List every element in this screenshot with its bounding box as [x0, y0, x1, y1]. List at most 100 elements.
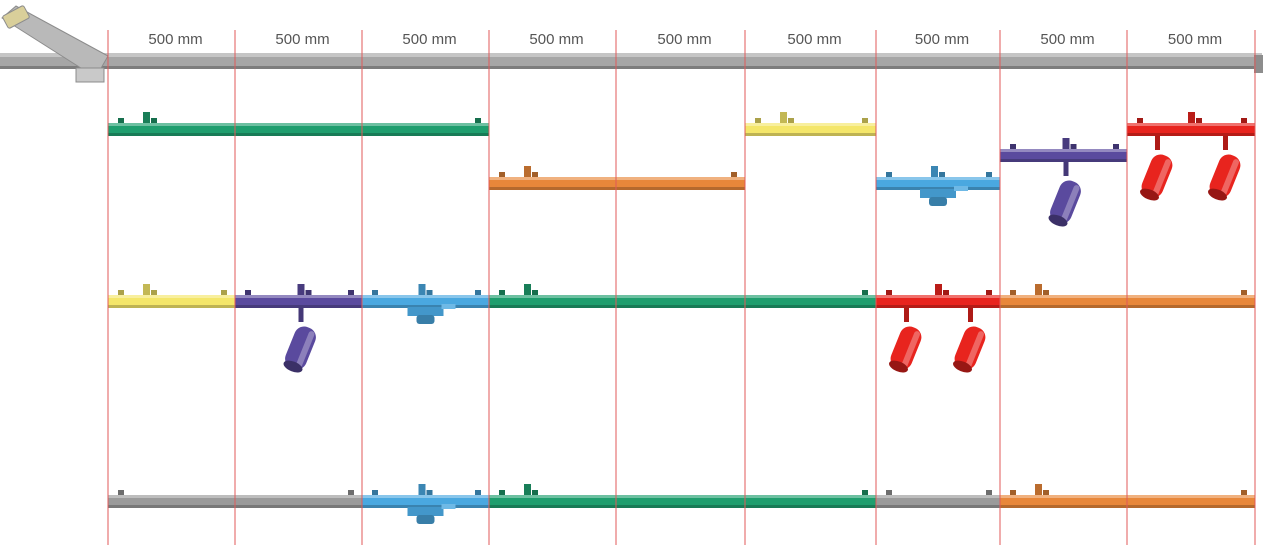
- spot-head: [1048, 180, 1081, 227]
- adapter-stub: [1043, 490, 1049, 495]
- adapter-stub: [297, 284, 305, 295]
- bar-module-green: [489, 284, 876, 308]
- bar-clip: [1137, 118, 1143, 123]
- adapter-stub: [1043, 290, 1049, 295]
- bar-body: [1127, 123, 1255, 136]
- module-row: [108, 484, 1255, 524]
- rail-shadow: [0, 66, 1262, 69]
- bar-highlight: [235, 295, 362, 298]
- bar-highlight: [108, 123, 489, 126]
- adapter-stub: [931, 166, 938, 177]
- adapter-stub: [532, 490, 538, 495]
- adapter-stub: [1188, 112, 1195, 123]
- spot-head: [1208, 154, 1241, 201]
- adapter-stub: [143, 284, 150, 295]
- rail-highlight: [0, 53, 1262, 57]
- bar-highlight: [362, 495, 489, 498]
- segment-label: 500 mm: [1168, 31, 1222, 48]
- bar-highlight: [108, 295, 235, 298]
- spot-module-purple: [235, 284, 362, 373]
- bar-highlight: [1000, 149, 1127, 152]
- adapter-stub: [1062, 138, 1070, 149]
- guide-lines: [107, 30, 1256, 545]
- adapter-stub: [151, 290, 157, 295]
- bar-clip: [731, 172, 737, 177]
- bar-shadow: [876, 187, 1000, 190]
- bar-clip: [475, 290, 481, 295]
- bar-highlight: [362, 295, 489, 298]
- adapter-stub: [418, 284, 426, 295]
- adapter-stub: [143, 112, 150, 123]
- bar-body: [489, 177, 745, 190]
- bar-clip: [862, 290, 868, 295]
- spot-lens: [1208, 188, 1227, 201]
- connector-clip: [441, 304, 456, 309]
- bar-module-gray: [876, 490, 1000, 508]
- bar-shadow: [489, 505, 876, 508]
- bar-shadow: [362, 505, 489, 508]
- bar-shadow: [876, 505, 1000, 508]
- bar-clip: [372, 490, 378, 495]
- bar-clip: [348, 490, 354, 495]
- spot-module-purple: [1000, 138, 1127, 227]
- bar-body: [362, 295, 489, 308]
- connector-module-blue: [362, 484, 489, 524]
- bar-body: [745, 123, 876, 136]
- adapter-stub: [426, 290, 433, 295]
- bar-clip: [1241, 118, 1247, 123]
- connector-block: [407, 307, 444, 316]
- bar-shadow: [108, 305, 235, 308]
- bar-clip: [1010, 144, 1016, 149]
- bar-clip: [118, 490, 124, 495]
- bar-shadow: [489, 305, 876, 308]
- connector-block: [920, 189, 956, 198]
- spot-head: [889, 326, 922, 373]
- adapter-stub: [532, 172, 538, 177]
- bar-body: [108, 123, 489, 136]
- bar-highlight: [489, 177, 745, 180]
- segment-label: 500 mm: [402, 31, 456, 48]
- bar-clip: [475, 490, 481, 495]
- spot-head: [1140, 154, 1173, 201]
- spot-shine: [1220, 159, 1240, 197]
- spot-lens: [889, 360, 908, 373]
- bar-clip: [348, 290, 354, 295]
- bar-clip: [499, 172, 505, 177]
- bar-clip: [986, 172, 992, 177]
- bar-highlight: [489, 295, 876, 298]
- bar-module-yellow: [745, 112, 876, 136]
- spot-module-red: [876, 284, 1000, 373]
- bar-module-green: [489, 484, 876, 508]
- adapter-stub: [1196, 118, 1202, 123]
- bar-highlight: [876, 495, 1000, 498]
- connector-plug: [929, 197, 947, 206]
- bar-shadow: [1000, 159, 1127, 162]
- adapter-stub: [1035, 484, 1042, 495]
- bar-clip: [986, 290, 992, 295]
- bar-shadow: [745, 133, 876, 136]
- bar-shadow: [876, 305, 1000, 308]
- bar-body: [489, 295, 876, 308]
- light-modules: [108, 112, 1255, 524]
- bar-body: [235, 295, 362, 308]
- connector-module-blue: [876, 166, 1000, 206]
- bar-body: [876, 295, 1000, 308]
- bar-body: [876, 177, 1000, 190]
- adapter-stub: [524, 284, 531, 295]
- bar-clip: [886, 290, 892, 295]
- adapter-stub: [1035, 284, 1042, 295]
- bar-body: [876, 495, 1000, 508]
- adapter-stub: [935, 284, 942, 295]
- bar-clip: [1010, 490, 1016, 495]
- module-row: [108, 284, 1255, 373]
- bar-highlight: [876, 295, 1000, 298]
- bar-clip: [862, 118, 868, 123]
- adapter-stub: [1070, 144, 1077, 149]
- bar-highlight: [876, 177, 1000, 180]
- spot-lens: [1048, 214, 1068, 227]
- segment-label: 500 mm: [787, 31, 841, 48]
- bar-clip: [862, 490, 868, 495]
- segment-label: 500 mm: [1040, 31, 1094, 48]
- bar-highlight: [1127, 123, 1255, 126]
